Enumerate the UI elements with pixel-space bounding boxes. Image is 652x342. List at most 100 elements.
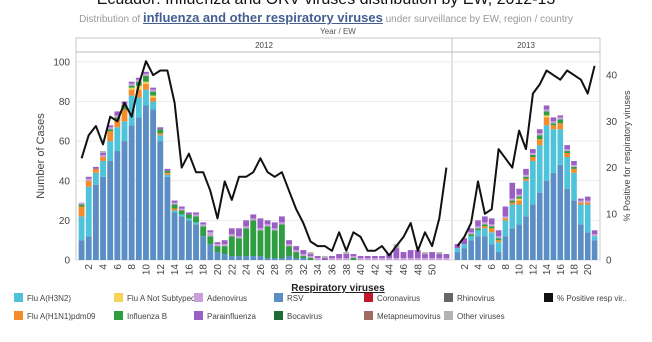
bar-segment-adenovirus <box>257 228 264 231</box>
bar-segment-adenovirus <box>135 79 142 82</box>
bar-segment-influenza-b <box>475 228 481 231</box>
legend-label: Metapneumovirus <box>377 312 441 321</box>
bar-segment-parainfluenza <box>150 87 157 90</box>
legend-item-flu-a-h1n1-pdm09[interactable]: Flu A(H1N1)pdm09 <box>14 311 95 321</box>
bar-segment-parainfluenza <box>100 153 106 156</box>
bar-segment-rsv <box>107 160 114 260</box>
legend-item-metapneumovirus[interactable]: Metapneumovirus <box>364 311 441 321</box>
bar-segment-adenovirus <box>150 89 157 92</box>
bar-segment-rsv <box>150 109 157 260</box>
x-tick-label: 42 <box>370 264 381 276</box>
bar-segment-parainfluenza <box>250 214 257 219</box>
bar-segment-flu-a-h3n2- <box>516 204 522 225</box>
bar-segment-flu-a-h3n2- <box>454 248 461 253</box>
bar-segment-parainfluenza <box>578 198 584 201</box>
bar-segment-flu-a-h3n2- <box>475 230 481 237</box>
bar-segment-adenovirus <box>543 109 550 112</box>
bar-segment-parainfluenza <box>107 125 114 128</box>
bar-segment-flu-a-h1n1-pdm09 <box>536 139 543 146</box>
bar-segment-parainfluenza <box>530 149 536 154</box>
legend-item-flu-a-not-subtyped[interactable]: Flu A Not Subtyped <box>114 293 196 303</box>
bar-segment-rsv <box>543 180 550 260</box>
bar-segment-influenza-b <box>571 166 577 169</box>
bar-segment-parainfluenza <box>357 256 364 259</box>
y-right-tick-label: 20 <box>606 163 618 174</box>
bar-segment-rsv <box>257 256 264 260</box>
bar-segment-flu-a-h1n1-pdm09 <box>121 109 128 122</box>
legend-label: Parainfluenza <box>207 312 256 321</box>
bar-segment-parainfluenza <box>143 71 149 74</box>
y-tick-label: 20 <box>59 216 71 227</box>
bar-segment-rsv <box>78 240 85 260</box>
bar-segment-parainfluenza <box>379 256 385 259</box>
bar-segment-other-viruses <box>321 256 328 259</box>
y-tick-label: 100 <box>53 57 70 68</box>
bar-segment-parainfluenza <box>482 216 488 223</box>
y-right-axis-title: % Positive for respiratory viruses <box>622 90 632 222</box>
bar-segment-adenovirus <box>482 222 488 225</box>
bar-segment-adenovirus <box>78 202 85 205</box>
panel-header-label-2012: 2012 <box>255 41 273 50</box>
bar-segment-adenovirus <box>509 198 516 201</box>
bar-segment-influenza-b <box>221 246 228 255</box>
bar-segment-flu-a-h1n1-pdm09 <box>85 180 92 187</box>
bar-segment-flu-a-h1n1-pdm09 <box>92 168 99 173</box>
legend-swatch <box>544 293 553 302</box>
bar-segment-flu-a-h1n1-pdm09 <box>150 97 157 102</box>
legend-item-rsv[interactable]: RSV <box>274 293 303 303</box>
bar-segment-rsv <box>502 236 509 260</box>
legend-swatch <box>444 293 453 302</box>
bar-segment-flu-a-h3n2- <box>157 135 164 142</box>
legend-item-influenza-b[interactable]: Influenza B <box>114 311 167 321</box>
bar-segment-adenovirus <box>443 258 450 260</box>
bar-segment-influenza-b <box>557 119 564 124</box>
bar-segment-adenovirus <box>271 228 278 231</box>
x-tick-label: 2 <box>460 264 471 270</box>
bar-segment-flu-a-h3n2- <box>543 125 550 181</box>
bar-segment-rsv <box>530 204 536 260</box>
bar-segment-flu-a-h3n2- <box>509 204 516 229</box>
legend-item-rhinovirus[interactable]: Rhinovirus <box>444 293 495 303</box>
bar-segment-parainfluenza <box>509 182 516 199</box>
legend-item-flu-a-h3n2-[interactable]: Flu A(H3N2) <box>14 293 71 303</box>
bar-segment-parainfluenza <box>278 216 285 223</box>
legend-item-parainfluenza[interactable]: Parainfluenza <box>194 311 256 321</box>
x-tick-label: 46 <box>399 264 410 276</box>
bar-segment-parainfluenza <box>221 240 228 245</box>
bar-segment-flu-a-h3n2- <box>143 89 149 106</box>
bar-segment-influenza-b <box>228 236 235 257</box>
subtitle-highlight-link[interactable]: influenza and other respiratory viruses <box>142 10 383 25</box>
legend-label: % Positive resp vir.. <box>557 294 627 303</box>
bar-segment-parainfluenza <box>343 254 350 259</box>
bar-segment-parainfluenza <box>200 222 207 225</box>
bar-segment-adenovirus <box>400 258 407 260</box>
bar-segment-parainfluenza <box>495 230 502 237</box>
legend-swatch <box>274 311 283 320</box>
legend-item-bocavirus[interactable]: Bocavirus <box>274 311 322 321</box>
bar-segment-flu-a-h3n2- <box>591 236 598 241</box>
bar-segment-influenza-b <box>278 224 285 259</box>
legend-item-adenovirus[interactable]: Adenovirus <box>194 293 247 303</box>
bar-segment-adenovirus <box>178 208 185 211</box>
bar-segment-rsv <box>100 176 106 260</box>
legend-label: Rhinovirus <box>457 294 495 303</box>
bar-segment-rsv <box>286 256 292 260</box>
legend-swatch <box>114 311 123 320</box>
y-tick-label: 60 <box>59 137 71 148</box>
bar-segment-adenovirus <box>300 254 307 257</box>
bar-segment-flu-a-h3n2- <box>584 204 591 233</box>
legend-item--positive-resp-vir-[interactable]: % Positive resp vir.. <box>544 293 627 303</box>
bar-segment-flu-a-h3n2- <box>121 121 128 142</box>
bar-segment-parainfluenza <box>314 256 321 259</box>
legend-item-coronavirus[interactable]: Coronavirus <box>364 293 420 303</box>
bar-segment-parainfluenza <box>502 206 509 217</box>
x-tick-label: 26 <box>256 264 267 276</box>
bar-segment-parainfluenza <box>271 222 278 229</box>
bar-segment-flu-a-h3n2- <box>135 97 142 118</box>
x-tick-label: 10 <box>141 264 152 276</box>
bar-segment-parainfluenza <box>429 252 436 259</box>
bar-segment-adenovirus <box>293 250 300 253</box>
legend-item-other-viruses[interactable]: Other viruses <box>444 311 505 321</box>
bar-segment-influenza-b <box>243 228 250 257</box>
bar-segment-influenza-b <box>157 129 164 134</box>
